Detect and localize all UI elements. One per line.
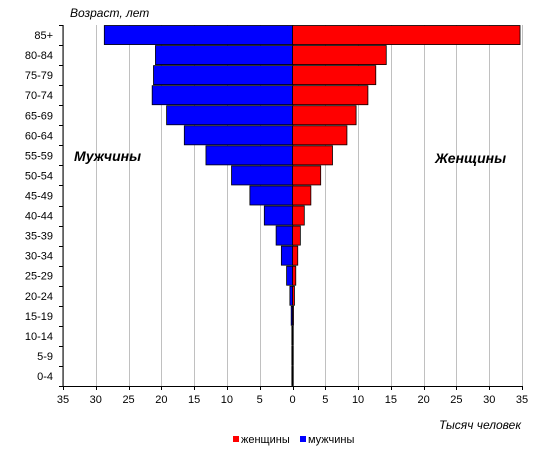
- y-tick-label: 50-54: [25, 170, 53, 182]
- grid-lines: [63, 25, 523, 386]
- y-tick-label: 10-14: [25, 331, 53, 343]
- y-tick-label: 30-34: [25, 251, 53, 263]
- legend: женщины мужчины: [233, 434, 354, 446]
- y-tick-label: 5-9: [37, 351, 53, 363]
- bar-men-15-19: [290, 305, 293, 326]
- y-tick-label: 70-74: [25, 90, 53, 102]
- x-tick-label: 25: [450, 394, 462, 406]
- y-tick-label: 25-29: [25, 271, 53, 283]
- x-axis-title: Тысяч человек: [439, 418, 522, 432]
- bar-men-55-59: [205, 145, 293, 166]
- y-tick-label: 45-49: [25, 190, 53, 202]
- y-tick-label: 80-84: [25, 50, 53, 62]
- bar-men-35-39: [275, 225, 293, 246]
- bar-women-50-54: [292, 165, 322, 186]
- bar-men-45-49: [249, 185, 293, 206]
- bar-women-60-64: [292, 125, 348, 146]
- bar-men-70-74: [151, 85, 293, 106]
- bar-men-75-79: [153, 65, 293, 86]
- y-tick-label: 75-79: [25, 70, 53, 82]
- bar-men-25-29: [286, 265, 293, 286]
- bar-women-75-79: [292, 65, 377, 86]
- bar-women-45-49: [292, 185, 312, 206]
- bar-women-35-39: [292, 225, 301, 246]
- bar-men-50-54: [231, 165, 293, 186]
- x-tick-label: 15: [188, 394, 200, 406]
- legend-swatch-women: [233, 436, 239, 442]
- x-tick-label: 0: [289, 394, 295, 406]
- y-tick-label: 60-64: [25, 130, 53, 142]
- women-side-label: Женщины: [434, 150, 506, 166]
- bar-men-30-34: [280, 245, 293, 266]
- bar-women-25-29: [292, 265, 297, 286]
- x-tick-label: 25: [122, 394, 134, 406]
- bar-women-85+: [292, 25, 521, 45]
- bar-men-85+: [103, 25, 293, 45]
- y-tick-label: 65-69: [25, 110, 53, 122]
- y-tick-labels: 85+ 80-84 75-79 70-74 65-69 60-64 55-59 50-54 45…: [25, 30, 53, 383]
- bar-women-70-74: [292, 85, 369, 106]
- bar-men-65-69: [166, 105, 293, 126]
- y-axis-title: Возраст, лет: [70, 6, 149, 20]
- bar-women-55-59: [292, 145, 333, 166]
- x-tick-label: 5: [322, 394, 328, 406]
- y-tick-label: 20-24: [25, 291, 53, 303]
- y-tick-label: 55-59: [25, 150, 53, 162]
- x-tick-label: 20: [155, 394, 167, 406]
- bar-men-80-84: [155, 45, 293, 66]
- bars: [103, 25, 521, 386]
- bar-men-40-44: [263, 205, 293, 226]
- x-tick-label: 10: [221, 394, 233, 406]
- x-tick-label: 35: [516, 394, 528, 406]
- bar-men-0-4: [291, 366, 293, 386]
- bar-women-40-44: [292, 205, 305, 226]
- men-side-label: Мужчины: [74, 148, 141, 164]
- x-tick-label: 30: [483, 394, 495, 406]
- bar-men-5-9: [291, 345, 293, 366]
- x-tick-label: 15: [385, 394, 397, 406]
- legend-swatch-men: [300, 436, 306, 442]
- x-tick-label: 35: [57, 394, 69, 406]
- y-tick-label: 0-4: [37, 371, 53, 383]
- bar-men-20-24: [289, 285, 293, 306]
- legend-label-men: мужчины: [308, 434, 354, 446]
- legend-label-women: женщины: [241, 434, 290, 446]
- y-tick-label: 35-39: [25, 231, 53, 243]
- bar-men-10-14: [291, 325, 293, 346]
- bar-women-30-34: [292, 245, 299, 266]
- x-tick-label: 30: [90, 394, 102, 406]
- y-tick-label: 85+: [34, 30, 53, 42]
- x-tick-label: 5: [257, 394, 263, 406]
- y-tick-label: 15-19: [25, 311, 53, 323]
- bar-women-80-84: [292, 45, 387, 66]
- x-tick-label: 20: [418, 394, 430, 406]
- x-tick-labels: 35 30 25 20 15 10 5 0 5 10 15 20 25 30 35: [57, 394, 528, 406]
- axes: [59, 25, 523, 390]
- bar-men-60-64: [183, 125, 293, 146]
- bar-women-65-69: [292, 105, 357, 126]
- y-tick-label: 40-44: [25, 211, 53, 223]
- x-tick-label: 10: [352, 394, 364, 406]
